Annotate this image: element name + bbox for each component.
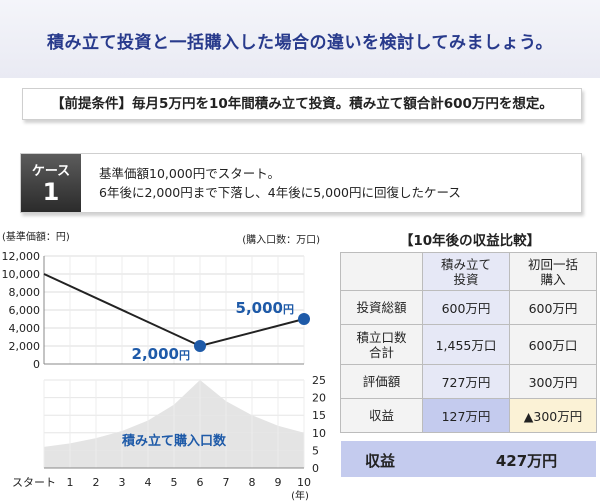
cell-lump-sum: ▲300万円 xyxy=(509,398,597,433)
case-description: 基準価額10,000円でスタート。 6年後に2,000円まで下落し、4年後に5,… xyxy=(99,164,461,202)
summary-value: 427万円 xyxy=(495,452,558,470)
price-marker xyxy=(194,340,206,352)
cell-installment: 1,455万口 xyxy=(422,324,510,365)
table-row: 積立口数 合計 1,455万口 600万口 xyxy=(340,324,597,365)
case-label: ケース xyxy=(31,164,71,179)
case-line-1: 基準価額10,000円でスタート。 xyxy=(99,166,280,181)
units-tick-label: 0 xyxy=(312,462,319,475)
x-unit-label: (年) xyxy=(291,489,309,502)
x-tick-label: 5 xyxy=(171,476,178,489)
case-line-2: 6年後に2,000円まで下落し、4年後に5,000円に回復したケース xyxy=(99,185,461,200)
premise-box: 【前提条件】毎月5万円を10年間積み立て投資。積み立て額合計600万円を想定。 xyxy=(22,88,582,120)
table-header-row: 積み立て 投資 初回一括 購入 xyxy=(340,252,597,291)
price-tick-label: 4,000 xyxy=(9,322,41,335)
x-tick-label: 2 xyxy=(93,476,100,489)
price-tick-label: 6,000 xyxy=(9,304,41,317)
x-tick-label: スタート xyxy=(12,476,56,489)
x-tick-label: 6 xyxy=(197,476,204,489)
case-badge: ケース 1 xyxy=(21,154,81,212)
page-title: 積み立て投資と一括購入した場合の違いを検討してみましょう。 xyxy=(47,33,553,53)
row-label: 積立口数 合計 xyxy=(340,324,423,365)
comparison-title: 【10年後の収益比較】 xyxy=(399,233,541,249)
price-tick-label: 2,000 xyxy=(9,340,41,353)
price-and-units-chart: (基準価額：円) (購入口数：万口)02,0004,0006,0008,00010… xyxy=(2,230,327,502)
units-tick-label: 25 xyxy=(312,374,326,387)
cell-installment: 127万円 xyxy=(422,398,510,433)
cell-lump-sum: 600万口 xyxy=(509,324,597,365)
summary-box: 収益 427万円 xyxy=(341,441,596,477)
x-tick-label: 9 xyxy=(275,476,282,489)
column-header-lump-sum: 初回一括 購入 xyxy=(509,252,597,291)
x-tick-label: 4 xyxy=(145,476,152,489)
row-label: 投資総額 xyxy=(340,290,423,325)
units-tick-label: 10 xyxy=(312,427,326,440)
x-tick-label: 10 xyxy=(297,476,311,489)
price-point-label: 2,000円 xyxy=(132,345,190,363)
heading-band xyxy=(0,0,600,78)
case-number: 1 xyxy=(42,178,60,206)
units-tick-label: 15 xyxy=(312,409,326,422)
table-row: 収益 127万円 ▲300万円 xyxy=(340,398,597,433)
price-tick-label: 8,000 xyxy=(9,286,41,299)
row-label: 評価額 xyxy=(340,364,423,399)
cell-installment: 727万円 xyxy=(422,364,510,399)
price-tick-label: 12,000 xyxy=(2,250,41,263)
price-axis-label: (基準価額：円) xyxy=(2,230,70,243)
x-tick-label: 8 xyxy=(249,476,256,489)
price-point-label: 5,000円 xyxy=(236,299,294,317)
units-tick-label: 5 xyxy=(312,444,319,457)
case-box: ケース 1 基準価額10,000円でスタート。 6年後に2,000円まで下落し、… xyxy=(20,153,582,213)
x-tick-label: 1 xyxy=(67,476,74,489)
column-header-installment: 積み立て 投資 xyxy=(422,252,510,291)
row-label: 収益 xyxy=(340,398,423,433)
table-corner xyxy=(340,252,423,291)
price-tick-label: 10,000 xyxy=(2,268,41,281)
units-axis-label: (購入口数：万口) xyxy=(242,233,320,246)
price-tick-label: 0 xyxy=(33,358,40,371)
table-row: 投資総額 600万円 600万円 xyxy=(340,290,597,325)
cell-lump-sum: 300万円 xyxy=(509,364,597,399)
comparison-table: 積み立て 投資 初回一括 購入 投資総額 600万円 600万円 積立口数 合計 1,… xyxy=(340,252,597,433)
cell-installment: 600万円 xyxy=(422,290,510,325)
table-row: 評価額 727万円 300万円 xyxy=(340,364,597,399)
summary-label: 収益 xyxy=(365,452,396,470)
x-tick-label: 3 xyxy=(119,476,126,489)
cell-lump-sum: 600万円 xyxy=(509,290,597,325)
price-marker xyxy=(298,313,310,325)
units-tick-label: 20 xyxy=(312,392,326,405)
units-area-label: 積み立て購入口数 xyxy=(121,433,227,449)
x-tick-label: 7 xyxy=(223,476,230,489)
